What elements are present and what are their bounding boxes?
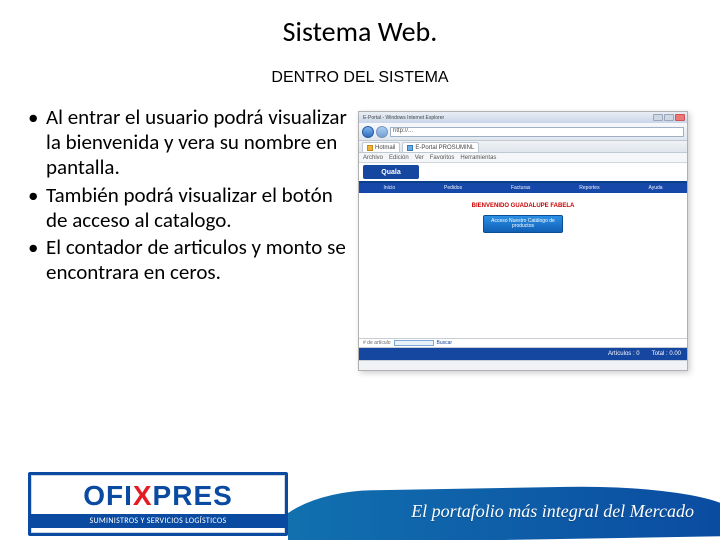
item-search-row: # de artículo Buscar bbox=[359, 338, 687, 348]
menu-item[interactable]: Edición bbox=[389, 155, 409, 161]
favicon-icon bbox=[407, 145, 413, 151]
address-bar[interactable]: http://... bbox=[390, 127, 684, 137]
brand-bar: Quala bbox=[359, 163, 687, 183]
window-controls bbox=[653, 114, 685, 121]
window-title: E-Portal - Windows Internet Explorer bbox=[361, 115, 444, 121]
ofixpres-logo: OFIXPRES bbox=[83, 480, 233, 512]
tab-label: E-Portal PROSUMINL bbox=[415, 145, 474, 151]
back-button[interactable] bbox=[362, 126, 374, 138]
menu-item[interactable]: Herramientas bbox=[460, 155, 496, 161]
nav-link[interactable]: Inicio bbox=[383, 185, 395, 191]
item-input[interactable] bbox=[394, 340, 434, 346]
minimize-button[interactable] bbox=[653, 114, 663, 121]
slide-title: Sistema Web. bbox=[0, 14, 720, 49]
browser-window: E-Portal - Windows Internet Explorer htt… bbox=[358, 111, 688, 371]
browser-menubar: Archivo Edición Ver Favoritos Herramient… bbox=[359, 153, 687, 163]
footer-logo-box: OFIXPRES SUMINISTROS Y SERVICIOS LOGÍSTI… bbox=[28, 472, 288, 536]
page-content: Quala Inicio Pedidos Facturas Reportes A… bbox=[359, 163, 687, 360]
browser-tab[interactable]: E-Portal PROSUMINL bbox=[402, 142, 479, 152]
maximize-button[interactable] bbox=[664, 114, 674, 121]
slide-subtitle: DENTRO DEL SISTEMA bbox=[0, 69, 720, 87]
logo-text: PRES bbox=[153, 480, 233, 512]
bullet-item: También podrá visualizar el botón de acc… bbox=[28, 183, 348, 233]
welcome-message: BIENVENIDO GUADALUPE FABELA bbox=[359, 203, 687, 209]
window-titlebar: E-Portal - Windows Internet Explorer bbox=[359, 112, 687, 123]
slide: Sistema Web. DENTRO DEL SISTEMA Al entra… bbox=[0, 0, 720, 540]
logo-text: X bbox=[133, 480, 153, 512]
favicon-icon bbox=[367, 145, 373, 151]
total-amount: Total : 0.00 bbox=[652, 351, 681, 357]
article-count: Artículos : 0 bbox=[608, 351, 640, 357]
nav-link[interactable]: Reportes bbox=[579, 185, 599, 191]
nav-link[interactable]: Ayuda bbox=[648, 185, 662, 191]
tab-label: Hotmail bbox=[375, 145, 395, 151]
bullet-item: El contador de articulos y monto se enco… bbox=[28, 235, 348, 285]
site-navbar: Inicio Pedidos Facturas Reportes Ayuda bbox=[359, 183, 687, 193]
brand-logo: Quala bbox=[363, 165, 419, 179]
nav-link[interactable]: Facturas bbox=[511, 185, 530, 191]
catalog-button[interactable]: Acceso Nuestro Catálogo de productos bbox=[483, 215, 563, 233]
footer-tagline: El portafolio más integral del Mercado bbox=[411, 501, 694, 522]
forward-button[interactable] bbox=[376, 126, 388, 138]
item-search-button[interactable]: Buscar bbox=[437, 340, 453, 346]
browser-statusbar bbox=[359, 360, 687, 370]
browser-toolbar: http://... bbox=[359, 123, 687, 141]
menu-item[interactable]: Favoritos bbox=[430, 155, 455, 161]
browser-tabs: Hotmail E-Portal PROSUMINL bbox=[359, 141, 687, 153]
footer-wave-area: El portafolio más integral del Mercado bbox=[288, 468, 720, 540]
menu-item[interactable]: Ver bbox=[415, 155, 424, 161]
menu-item[interactable]: Archivo bbox=[363, 155, 383, 161]
logo-text: OFI bbox=[83, 480, 133, 512]
logo-subtitle: SUMINISTROS Y SERVICIOS LOGÍSTICOS bbox=[31, 514, 285, 528]
item-label: # de artículo bbox=[363, 340, 391, 346]
bullet-item: Al entrar el usuario podrá visualizar la… bbox=[28, 105, 348, 181]
page-bottom: # de artículo Buscar Artículos : 0 Total… bbox=[359, 338, 687, 360]
totals-bar: Artículos : 0 Total : 0.00 bbox=[359, 348, 687, 360]
nav-link[interactable]: Pedidos bbox=[444, 185, 462, 191]
slide-footer: OFIXPRES SUMINISTROS Y SERVICIOS LOGÍSTI… bbox=[0, 468, 720, 540]
close-button[interactable] bbox=[675, 114, 685, 121]
browser-tab[interactable]: Hotmail bbox=[362, 142, 400, 152]
